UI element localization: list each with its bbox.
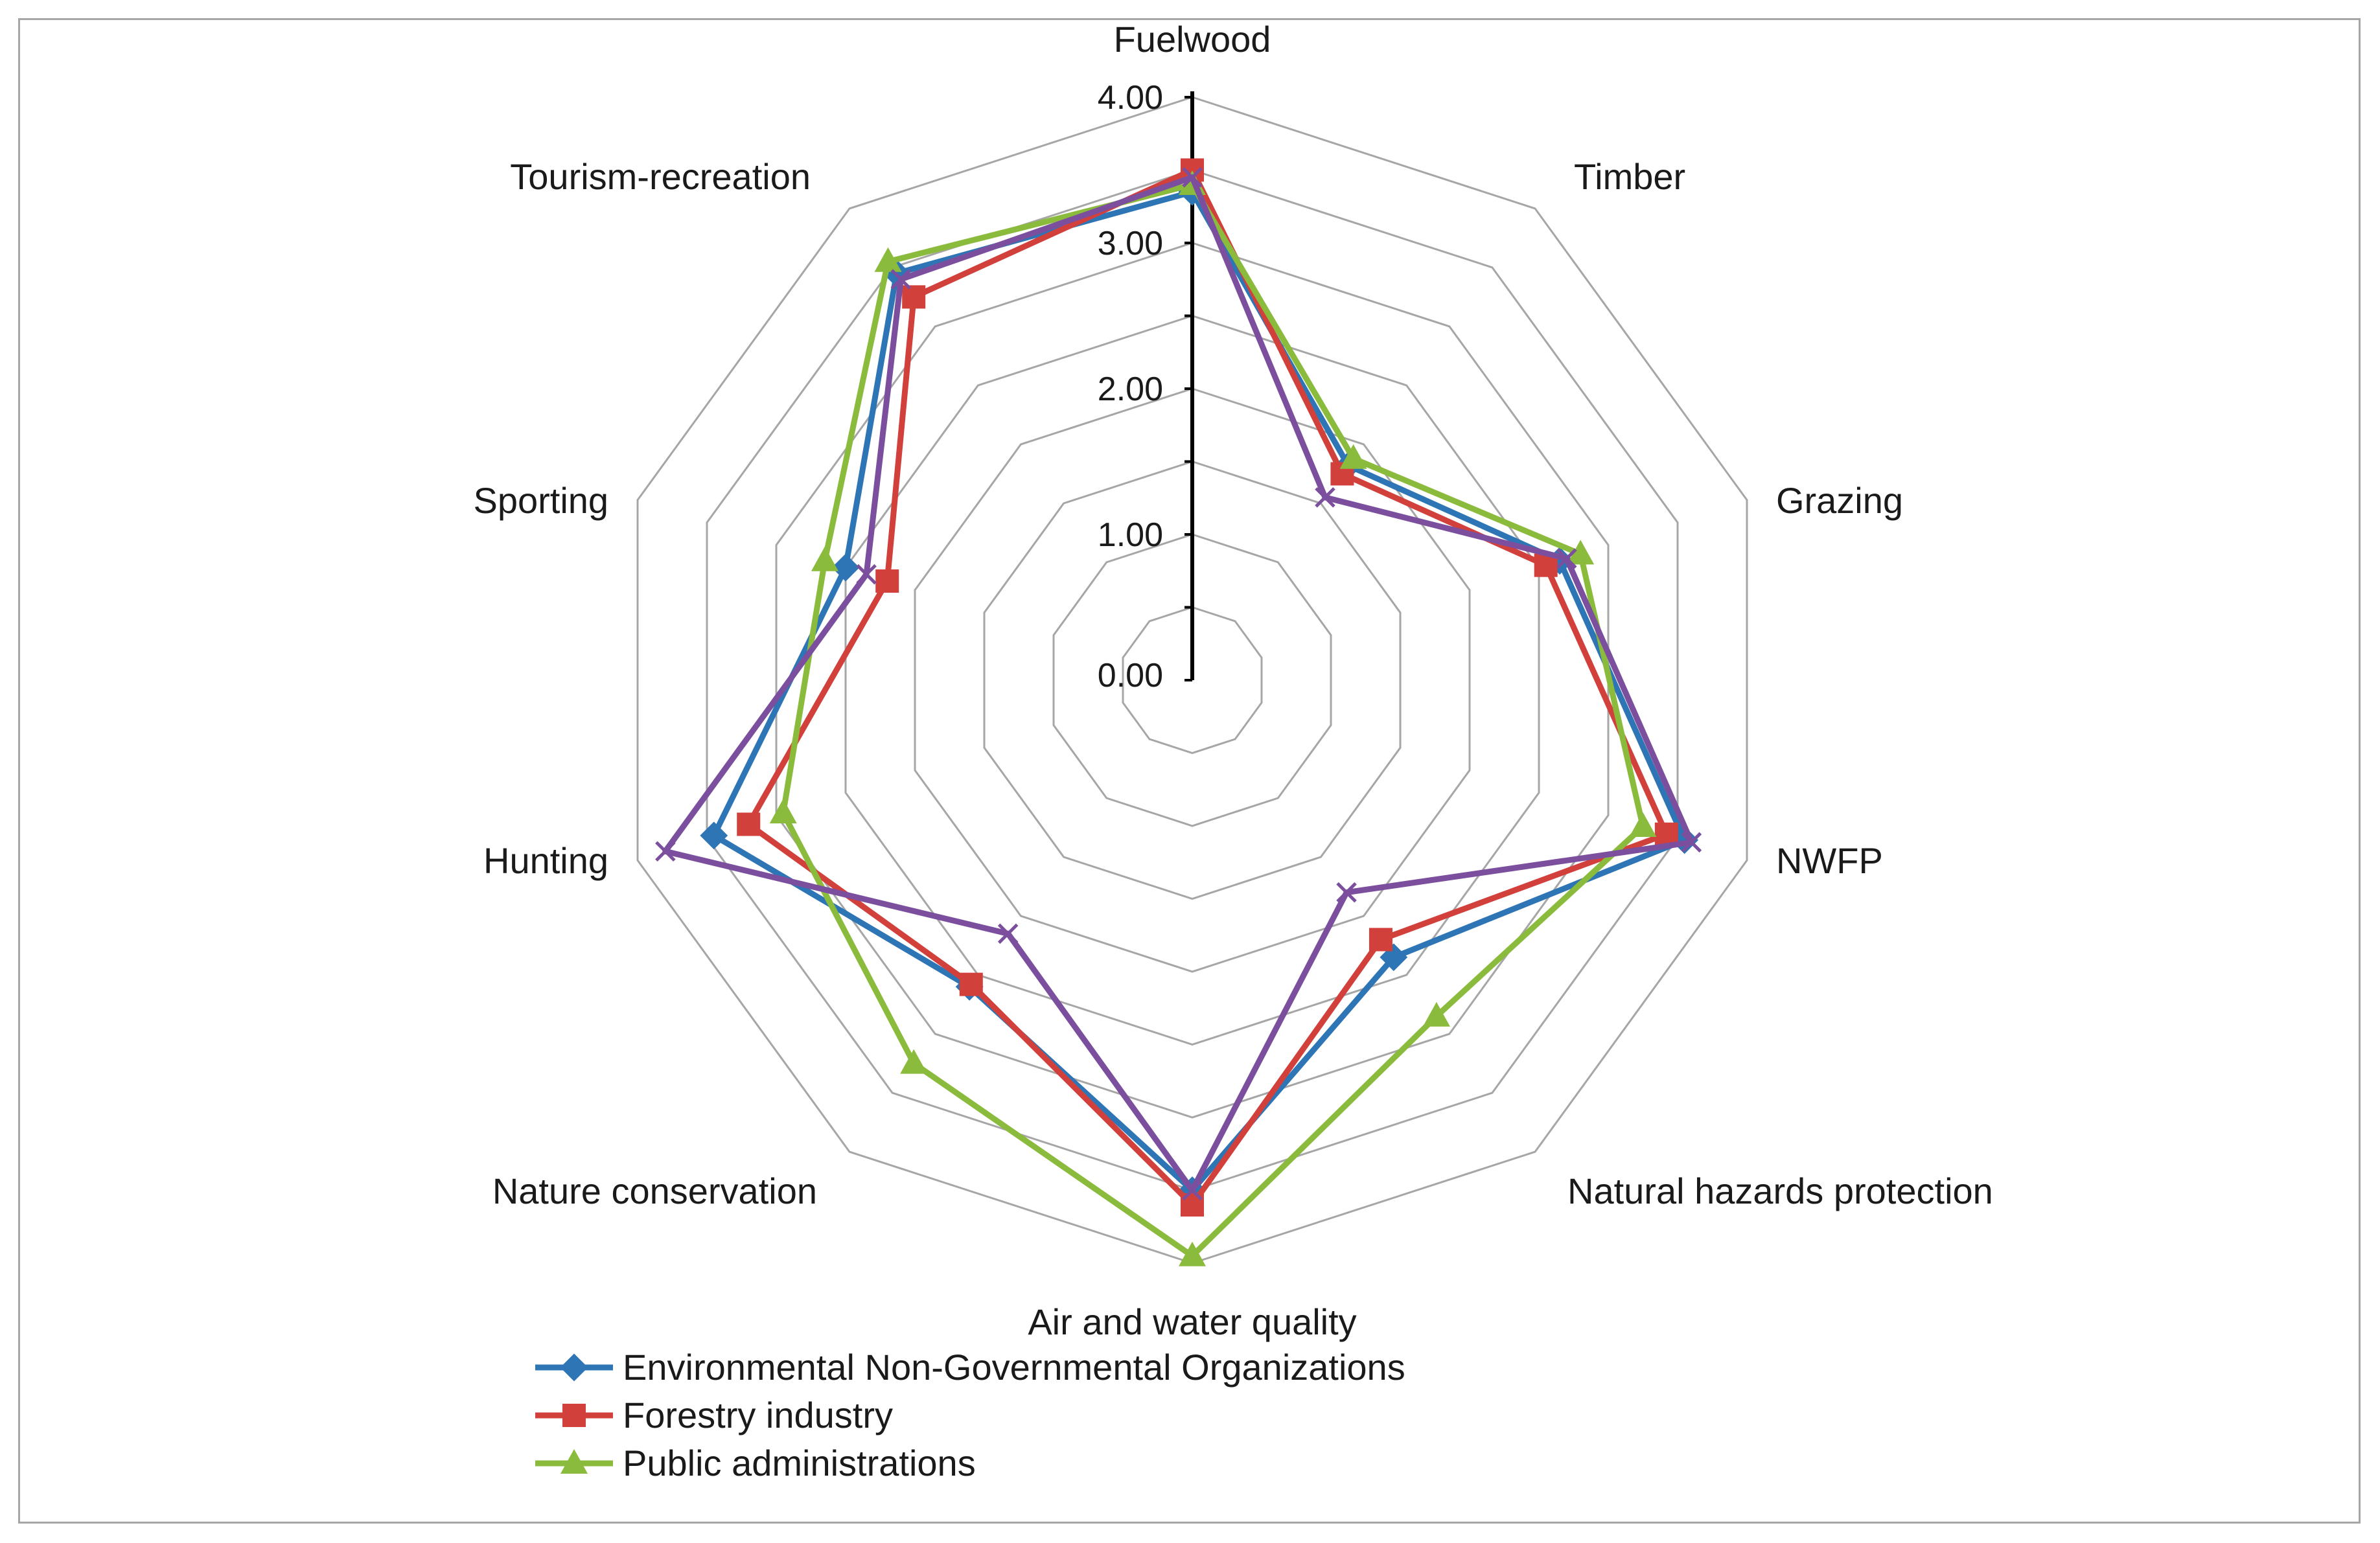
data-point [811,546,838,571]
category-label: Hunting [483,840,608,881]
data-point [890,269,912,290]
tick-label: 2.00 [1098,371,1163,408]
data-point [562,1404,586,1427]
data-point [1336,882,1357,903]
category-label: Sporting [473,480,608,521]
category-label: Fuelwood [1114,20,1271,60]
data-point [997,923,1019,944]
series-3 [769,170,1657,1266]
label-layer: 0.00 1.00 2.00 3.00 4.00 Fuelwood Timber Grazin… [473,20,1993,1342]
data-point [700,821,728,850]
tick-label: 1.00 [1098,516,1163,554]
legend: Environmental Non-Governmental Organizat… [535,1347,1405,1483]
legend-label: Public administrations [623,1443,976,1483]
data-point [856,564,877,585]
data-point [1315,487,1335,508]
data-point [902,285,926,309]
chart-frame: 0.00 1.00 2.00 3.00 4.00 Fuelwood Timber Grazin… [18,18,2361,1524]
category-label: Air and water quality [1028,1301,1356,1342]
data-point [1369,928,1392,952]
category-label: NWFP [1776,840,1883,881]
data-point [1179,1241,1206,1266]
category-label: Nature conservation [492,1171,817,1211]
grid-ring [1122,606,1263,755]
category-label: Grazing [1776,480,1903,521]
grid-ring [914,387,1471,973]
data-point [1629,812,1657,837]
data-point [1182,166,1203,188]
legend-item: Forestry industry [535,1395,893,1435]
data-point [900,1049,928,1074]
data-point [769,799,797,824]
legend-label: Environmental Non-Governmental Organizat… [623,1347,1405,1388]
category-label: Natural hazards protection [1567,1171,1993,1211]
data-point [560,1449,588,1474]
tick-label: 0.00 [1098,657,1163,694]
data-point [874,247,902,272]
legend-item: Environmental Non-Governmental Organizat… [535,1347,1405,1388]
data-point [959,972,983,996]
category-label: Timber [1574,156,1685,197]
grid-ring [844,314,1540,1046]
grid-ring [983,460,1402,900]
legend-item: Public administrations [535,1443,976,1483]
legend-label: Forestry industry [623,1395,893,1435]
data-point [560,1353,588,1382]
grid-ring [1052,533,1332,827]
data-point [875,569,899,593]
tick-label: 3.00 [1098,225,1163,262]
category-label: Tourism-recreation [510,156,811,197]
data-point [1339,444,1367,469]
data-point [831,553,860,582]
data-point [1422,1001,1450,1027]
series-4 [655,166,1702,1201]
grid-ring [775,242,1610,1119]
series-layer [655,158,1702,1266]
data-point [1567,540,1595,565]
data-point [1182,1180,1203,1201]
series-1 [700,177,1699,1204]
data-point [737,812,761,836]
tick-label: 4.00 [1098,79,1163,117]
data-point [1556,548,1577,569]
data-point [1681,832,1702,853]
data-point [655,841,676,862]
radar-chart: 0.00 1.00 2.00 3.00 4.00 Fuelwood Timber Grazin… [473,20,1993,1483]
